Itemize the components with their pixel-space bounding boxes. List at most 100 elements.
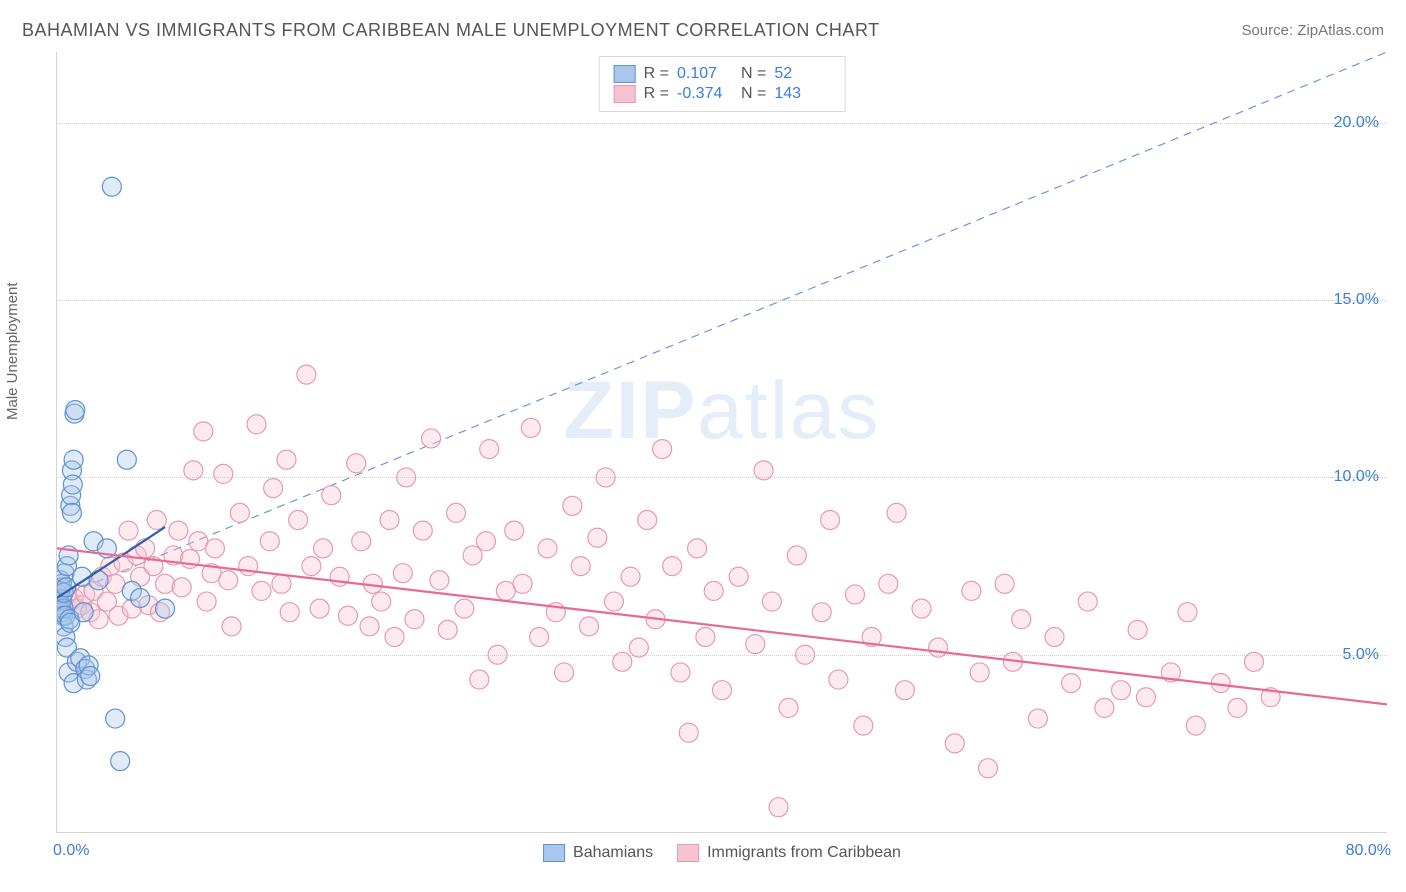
data-point-caribbean [230,503,249,522]
data-point-caribbean [821,511,840,530]
data-point-caribbean [1228,698,1247,717]
swatch-caribbean-icon [677,844,699,862]
data-point-caribbean [470,670,489,689]
data-point-bahamians [64,450,83,469]
data-point-caribbean [222,617,241,636]
data-point-caribbean [422,429,441,448]
data-point-caribbean [169,521,188,540]
data-point-caribbean [521,418,540,437]
data-point-caribbean [604,592,623,611]
data-point-caribbean [854,716,873,735]
data-point-caribbean [812,603,831,622]
data-point-caribbean [277,450,296,469]
data-point-caribbean [945,734,964,753]
xtick-0: 0.0% [53,842,89,860]
data-point-caribbean [360,617,379,636]
data-point-caribbean [438,620,457,639]
data-point-caribbean [729,567,748,586]
data-point-caribbean [480,440,499,459]
data-point-caribbean [663,557,682,576]
data-point-bahamians [117,450,136,469]
data-point-caribbean [119,521,138,540]
data-point-caribbean [538,539,557,558]
data-point-caribbean [995,574,1014,593]
series-label-caribbean: Immigrants from Caribbean [707,844,901,862]
data-point-caribbean [136,539,155,558]
data-point-caribbean [1012,610,1031,629]
data-point-caribbean [1028,709,1047,728]
swatch-caribbean-icon [614,85,636,103]
data-point-caribbean [147,511,166,530]
data-point-caribbean [280,603,299,622]
data-point-caribbean [769,798,788,817]
chart-area: ZIPatlas 5.0%10.0%15.0%20.0% 0.0% 80.0% … [56,52,1387,833]
data-point-caribbean [214,464,233,483]
data-point-caribbean [796,645,815,664]
data-point-caribbean [580,617,599,636]
data-point-caribbean [405,610,424,629]
data-point-caribbean [596,468,615,487]
data-point-caribbean [1245,652,1264,671]
data-point-caribbean [413,521,432,540]
data-point-caribbean [571,557,590,576]
data-point-caribbean [653,440,672,459]
data-point-caribbean [430,571,449,590]
data-point-caribbean [1045,628,1064,647]
data-point-bahamians [89,571,108,590]
data-point-caribbean [322,486,341,505]
data-point-caribbean [1112,681,1131,700]
data-point-caribbean [302,557,321,576]
data-point-caribbean [779,698,798,717]
scatter-plot [57,52,1387,832]
data-point-caribbean [310,599,329,618]
chart-title: BAHAMIAN VS IMMIGRANTS FROM CARIBBEAN MA… [22,20,880,41]
data-point-bahamians [102,177,121,196]
data-point-caribbean [513,574,532,593]
data-point-caribbean [347,454,366,473]
data-point-caribbean [679,723,698,742]
data-point-caribbean [505,521,524,540]
diagonal-reference-line [57,52,1387,598]
data-point-caribbean [172,578,191,597]
swatch-bahamians-icon [614,65,636,83]
data-point-bahamians [62,503,81,522]
data-point-caribbean [530,628,549,647]
data-point-bahamians [63,475,82,494]
data-point-caribbean [156,574,175,593]
data-point-caribbean [762,592,781,611]
data-point-bahamians [156,599,175,618]
data-point-caribbean [372,592,391,611]
data-point-caribbean [338,606,357,625]
data-point-caribbean [629,638,648,657]
data-point-caribbean [297,365,316,384]
data-point-caribbean [1136,688,1155,707]
data-point-caribbean [829,670,848,689]
data-point-caribbean [393,564,412,583]
data-point-caribbean [260,532,279,551]
data-point-caribbean [1062,674,1081,693]
data-point-caribbean [447,503,466,522]
data-point-caribbean [696,628,715,647]
data-point-caribbean [197,592,216,611]
data-point-caribbean [314,539,333,558]
data-point-bahamians [74,603,93,622]
swatch-bahamians-icon [543,844,565,862]
data-point-bahamians [106,709,125,728]
data-point-caribbean [688,539,707,558]
data-point-caribbean [1128,620,1147,639]
data-point-caribbean [621,567,640,586]
data-point-caribbean [205,539,224,558]
data-point-bahamians [66,401,85,420]
data-point-caribbean [476,532,495,551]
data-point-caribbean [385,628,404,647]
data-point-caribbean [219,571,238,590]
data-point-caribbean [1078,592,1097,611]
source-label: Source: ZipAtlas.com [1241,22,1384,39]
data-point-caribbean [754,461,773,480]
data-point-caribbean [184,461,203,480]
data-point-caribbean [455,599,474,618]
data-point-caribbean [1186,716,1205,735]
data-point-caribbean [787,546,806,565]
data-point-caribbean [979,759,998,778]
y-axis-label: Male Unemployment [4,282,21,420]
